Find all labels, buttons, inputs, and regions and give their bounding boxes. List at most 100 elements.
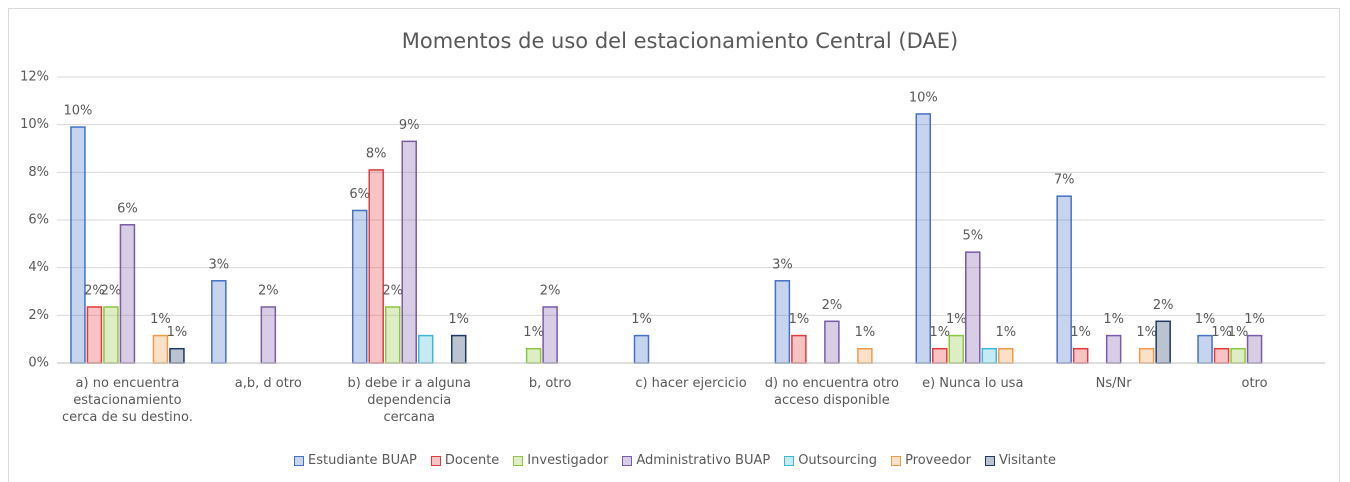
x-tick-label: a) no encuentra estacionamiento cerca de… <box>62 376 193 425</box>
legend-swatch <box>984 455 995 466</box>
legend-item: Investigador <box>513 453 608 468</box>
data-label: 2% <box>258 283 279 298</box>
legend-swatch <box>784 455 795 466</box>
data-label: 1% <box>1103 312 1124 327</box>
y-tick-label: 12% <box>20 70 49 85</box>
data-label: 1% <box>855 325 876 340</box>
data-label: 10% <box>63 104 92 119</box>
bar <box>351 209 368 364</box>
legend-swatch <box>430 455 441 466</box>
data-label: 10% <box>909 90 938 105</box>
x-tick-label: c) hacer ejercicio <box>635 376 747 391</box>
data-label: 1% <box>631 312 652 327</box>
legend-swatch <box>513 455 524 466</box>
data-label: 8% <box>366 146 387 161</box>
bar <box>1213 347 1230 364</box>
data-label: 1% <box>1211 325 1232 340</box>
legend-swatch <box>891 455 902 466</box>
y-tick-label: 10% <box>20 117 49 132</box>
legend-item: Docente <box>430 453 500 468</box>
data-label: 6% <box>117 201 138 216</box>
bar <box>169 347 185 364</box>
data-label: 1% <box>1195 312 1216 327</box>
bar <box>70 126 86 364</box>
legend-item: Visitante <box>984 453 1056 468</box>
bar <box>86 306 103 364</box>
bar <box>774 280 791 364</box>
data-label: 1% <box>946 312 967 327</box>
legend: Estudiante BUAP Docente Investigador Admini… <box>0 453 1350 468</box>
y-tick-label: 2% <box>28 308 49 323</box>
bar <box>1246 334 1263 364</box>
bar <box>1072 347 1089 364</box>
data-label: 1% <box>523 325 544 340</box>
bar <box>824 320 840 364</box>
data-label: 5% <box>962 229 983 244</box>
bar <box>965 251 981 364</box>
bar <box>633 334 650 364</box>
legend-label: Visitante <box>998 453 1056 468</box>
y-tick-label: 6% <box>28 213 49 228</box>
legend-label: Administrativo BUAP <box>636 453 771 468</box>
bar <box>1138 347 1155 364</box>
legend-swatch <box>622 455 633 466</box>
x-tick-label: e) Nunca lo usa <box>922 376 1024 391</box>
legend-item: Proveedor <box>891 453 971 468</box>
bar <box>384 306 401 364</box>
data-label: 2% <box>1153 298 1174 313</box>
data-label: 1% <box>1228 325 1249 340</box>
bar <box>915 113 932 364</box>
bar <box>525 347 542 364</box>
data-label: 1% <box>448 312 469 327</box>
bar <box>260 306 277 364</box>
data-label: 1% <box>789 312 810 327</box>
bar <box>152 334 169 364</box>
legend-label: Investigador <box>527 453 609 468</box>
x-tick-label: b) debe ir a alguna dependencia cercana <box>347 376 471 425</box>
bar <box>103 306 119 364</box>
data-label: 1% <box>1244 312 1265 327</box>
data-label: 2% <box>822 298 843 313</box>
chart-title: Momentos de uso del estacionamiento Cent… <box>402 29 958 53</box>
bar <box>119 224 136 364</box>
bar <box>1197 334 1213 364</box>
data-label: 1% <box>167 325 188 340</box>
data-label: 6% <box>349 187 370 202</box>
data-label: 1% <box>1070 325 1091 340</box>
bar <box>932 347 948 364</box>
bar <box>450 334 467 364</box>
data-label: 7% <box>1054 173 1075 188</box>
y-tick-label: 4% <box>28 260 49 275</box>
data-label: 2% <box>540 283 561 298</box>
data-label: 9% <box>399 118 420 133</box>
data-label: 2% <box>84 283 105 298</box>
bar <box>1056 195 1072 364</box>
legend-label: Docente <box>444 453 500 468</box>
bar <box>542 306 558 364</box>
x-tick-label: d) no encuentra otro acceso disponible <box>764 376 899 408</box>
legend-item: Outsourcing <box>784 453 877 468</box>
bar <box>1105 334 1122 364</box>
bar <box>857 347 873 364</box>
data-label: 1% <box>150 312 171 327</box>
legend-label: Outsourcing <box>798 453 878 468</box>
x-tick-label: a,b, d otro <box>234 376 302 391</box>
x-tick-label: b, otro <box>528 376 572 391</box>
legend-item: Administrativo BUAP <box>622 453 770 468</box>
bar <box>401 140 417 364</box>
legend-swatch <box>294 455 305 466</box>
bar <box>211 280 227 364</box>
data-label: 1% <box>929 325 950 340</box>
y-tick-label: 8% <box>28 165 49 180</box>
bar <box>417 334 434 364</box>
x-tick-label: otro <box>1241 376 1268 391</box>
bar <box>948 334 965 364</box>
data-label: 2% <box>382 283 403 298</box>
x-tick-label: Ns/Nr <box>1095 376 1132 391</box>
chart-frame <box>8 8 1340 482</box>
bar <box>368 169 384 364</box>
data-label: 3% <box>209 257 230 272</box>
data-label: 3% <box>772 257 793 272</box>
